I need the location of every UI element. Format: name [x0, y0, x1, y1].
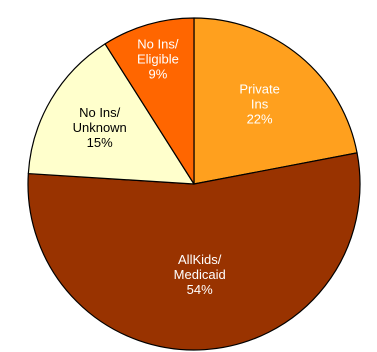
pie-slice-label-line: 15%: [87, 135, 113, 150]
pie-labels: Private Ins 22% AllKids/Medicaid 54% No Ins/U…: [73, 37, 280, 297]
pie-slice-label-line: AllKids/: [178, 252, 222, 267]
pie-slice-0: [193, 17, 358, 185]
pie-slice-2: [27, 43, 195, 185]
pie-slice-label-1: AllKids/Medicaid 54%: [174, 252, 226, 297]
pie-slice-label-line: Ins: [251, 97, 269, 112]
pie-slice-label-line: Private: [239, 82, 279, 97]
pie-slice-1: [27, 152, 361, 351]
pie-slice-label-line: No Ins/: [137, 37, 179, 52]
pie-slice-label-line: 54%: [187, 282, 213, 297]
pie-slice-label-line: Eligible: [137, 52, 179, 67]
pie-slice-label-line: Unknown: [73, 120, 127, 135]
pie-slice-label-3: No Ins/Eligible 9%: [137, 37, 179, 82]
pie-slice-label-0: Private Ins 22%: [239, 82, 279, 127]
pie-slice-3: [104, 17, 195, 185]
pie-slice-label-2: No Ins/Unknown 15%: [73, 105, 127, 150]
pie-slice-label-line: No Ins/: [79, 105, 121, 120]
pie-slice-label-line: 22%: [247, 112, 273, 127]
pie-slices: [27, 17, 361, 351]
pie-slice-label-line: 9%: [149, 67, 168, 82]
pie-slice-label-line: Medicaid: [174, 267, 226, 282]
